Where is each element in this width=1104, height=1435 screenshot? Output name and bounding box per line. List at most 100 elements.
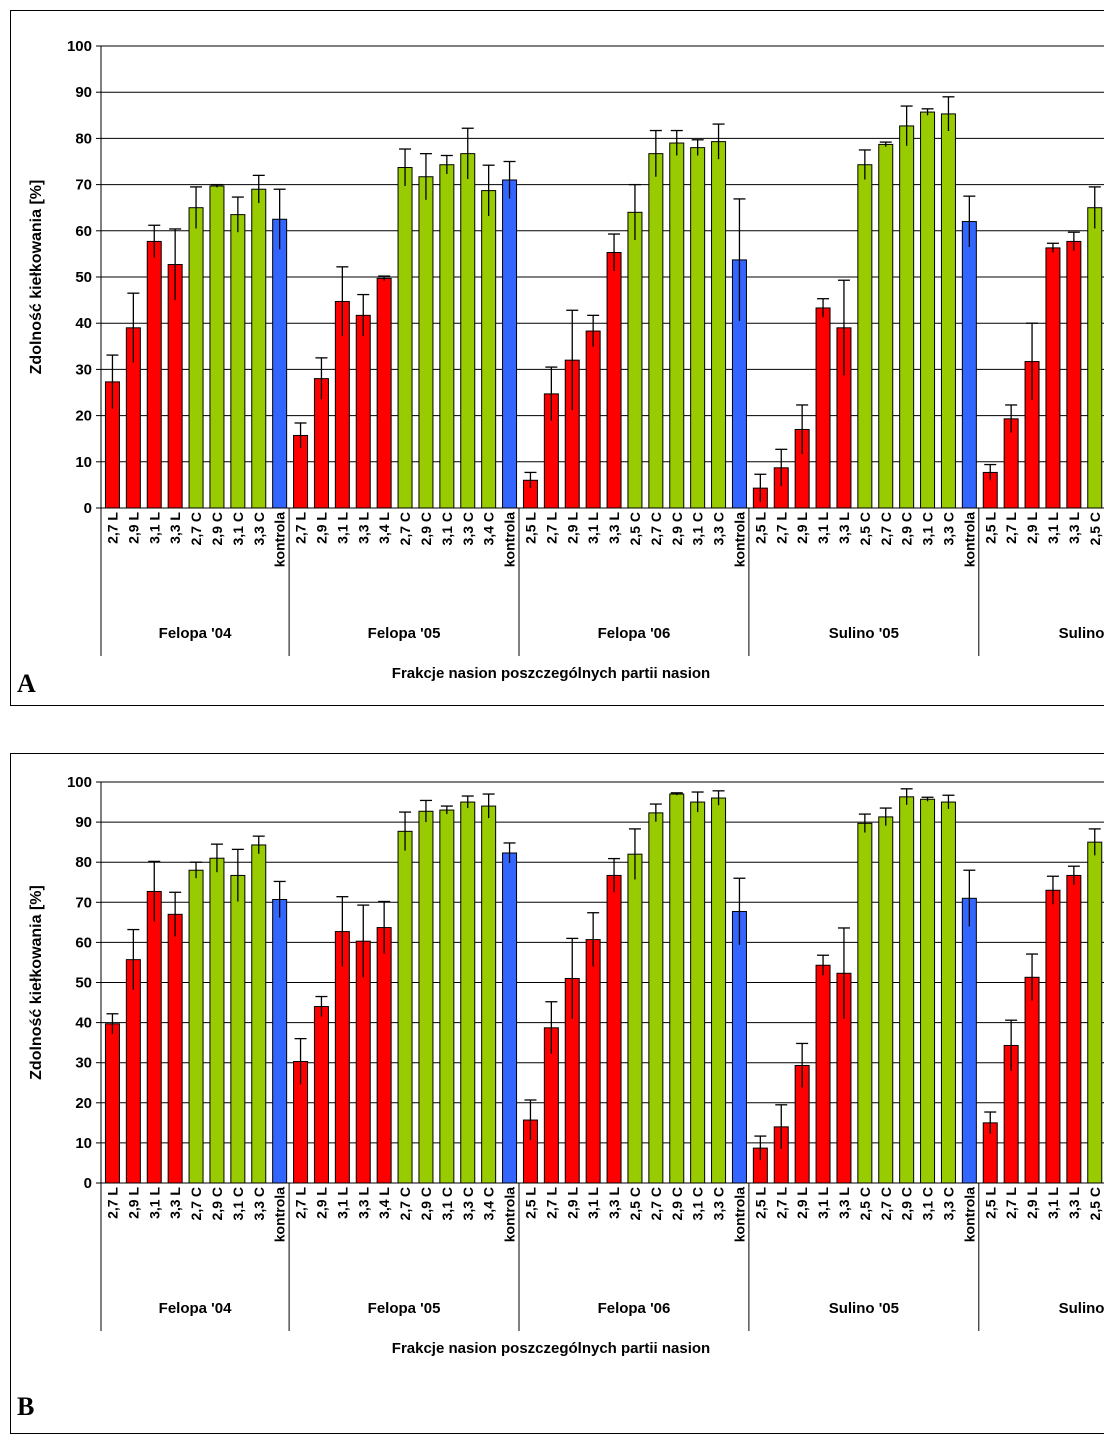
category-label: 2,7 L xyxy=(773,512,789,544)
category-label: 2,7 L xyxy=(104,1187,120,1219)
bar xyxy=(481,805,497,1184)
group-1: 2,7 L 2,9 L 3,1 L 3,3 L 2,7 C 2,9 C 3,1 C 3,3 C… xyxy=(100,835,288,1331)
bar xyxy=(439,809,455,1184)
x-axis-label: Frakcje nasion poszczególnych partii nas… xyxy=(392,1340,710,1357)
bar xyxy=(188,869,204,1184)
category-label: 2,9 L xyxy=(1024,1187,1040,1219)
bar xyxy=(606,252,622,509)
category-label: 2,9 C xyxy=(418,512,434,545)
gridlines xyxy=(101,45,1104,463)
category-label: 3,3 C xyxy=(711,512,727,545)
category-label: 3,3 L xyxy=(836,512,852,544)
category-label: 2,7 C xyxy=(878,512,894,545)
category-label: 2,9 L xyxy=(564,512,580,544)
category-label: 2,7 C xyxy=(188,1187,204,1220)
y-tick-label: 100 xyxy=(67,38,92,55)
category-label: 3,4 C xyxy=(481,1187,497,1220)
bar xyxy=(606,874,622,1184)
category-label: 2,9 C xyxy=(899,512,915,545)
bar xyxy=(167,913,183,1184)
category-label: 3,3 L xyxy=(606,512,622,544)
category-label: 3,1 C xyxy=(920,1187,936,1220)
category-label: 2,9 C xyxy=(669,1187,685,1220)
bar xyxy=(1024,976,1040,1184)
group-2: 2,7 L 2,9 L 3,1 L 3,3 L 3,4 L 2,7 C 2,9 C 3,1 C… xyxy=(288,793,518,1331)
bar xyxy=(585,939,601,1184)
category-label: 3,1 L xyxy=(815,1187,831,1219)
bar xyxy=(1045,889,1061,1184)
category-label: 2,9 L xyxy=(1024,512,1040,544)
chart-a-svg: 0 10 20 30 40 50 60 70 80 90 100 Zdolność kiełkowan… xyxy=(28,38,1104,682)
category-label: kontrola xyxy=(272,512,288,567)
category-label: 2,5 L xyxy=(752,1187,768,1219)
bar xyxy=(1045,247,1061,509)
bar xyxy=(167,264,183,509)
bar xyxy=(251,188,267,509)
category-label: 2,9 C xyxy=(669,512,685,545)
y-tick-label: 80 xyxy=(75,854,92,871)
panel-label-a: A xyxy=(17,669,36,698)
category-label: 2,9 C xyxy=(899,1187,915,1220)
y-tick-label: 90 xyxy=(75,814,92,831)
category-label: 2,9 C xyxy=(418,1187,434,1220)
category-label: 3,3 C xyxy=(460,1187,476,1220)
category-label: 3,1 C xyxy=(690,1187,706,1220)
category-label: 2,9 L xyxy=(125,512,141,544)
bar xyxy=(961,221,977,509)
group-2: 2,7 L 2,9 L 3,1 L 3,3 L 3,4 L 2,7 C 2,9 C 3,1 C… xyxy=(288,127,518,656)
chart-b-svg: 0 10 20 30 40 50 60 70 80 90 100 Zdolność kiełkowan… xyxy=(28,774,1104,1357)
bar xyxy=(815,964,831,1184)
bar xyxy=(146,240,162,509)
bar xyxy=(209,185,225,509)
category-label: 2,7 C xyxy=(648,512,664,545)
category-label: kontrola xyxy=(961,1187,977,1242)
bar xyxy=(272,898,288,1184)
y-tick-label: 100 xyxy=(67,774,92,791)
bar xyxy=(188,207,204,509)
y-tick-label: 20 xyxy=(75,408,92,425)
group-label: Felopa '04 xyxy=(159,1300,232,1317)
category-label: 2,5 L xyxy=(982,1187,998,1219)
bar xyxy=(376,277,392,509)
bar xyxy=(899,796,915,1184)
bar xyxy=(711,141,727,509)
bar xyxy=(585,330,601,509)
category-label: 3,4 L xyxy=(376,512,392,544)
bar xyxy=(230,874,246,1184)
y-tick-label: 80 xyxy=(75,130,92,147)
bar xyxy=(355,314,371,509)
category-label: kontrola xyxy=(731,1187,747,1242)
y-tick-label: 30 xyxy=(75,361,92,378)
category-label: 2,5 C xyxy=(857,512,873,545)
bar xyxy=(460,153,476,509)
category-label: 3,3 L xyxy=(167,512,183,544)
category-label: 2,9 C xyxy=(209,512,225,545)
category-label: 2,7 L xyxy=(773,1187,789,1219)
category-label: 3,1 L xyxy=(334,1187,350,1219)
bar xyxy=(502,852,518,1184)
y-tick-label: 0 xyxy=(84,500,92,517)
bar xyxy=(104,1023,120,1184)
category-label: 3,3 L xyxy=(355,1187,371,1219)
bar xyxy=(376,927,392,1184)
group-label: Sulino '05 xyxy=(829,625,899,642)
category-label: kontrola xyxy=(731,512,747,567)
category-label: kontrola xyxy=(961,512,977,567)
category-label: kontrola xyxy=(502,512,518,567)
y-axis: 0 10 20 30 40 50 60 70 80 90 100 xyxy=(67,38,102,517)
y-axis-label: Zdolność kiełkowania [%] xyxy=(28,180,45,375)
category-label: 2,7 L xyxy=(104,512,120,544)
x-axis-label: Frakcje nasion poszczególnych partii nas… xyxy=(392,665,710,682)
category-label: 2,7 L xyxy=(1003,512,1019,544)
bar xyxy=(940,801,956,1184)
bar xyxy=(711,797,727,1184)
category-label: 2,7 C xyxy=(878,1187,894,1220)
group-4: 2,5 L 2,7 L 2,9 L 3,1 L 3,3 L 2,5 C 2,7 C 2,9 C… xyxy=(748,96,977,656)
chart-panel-b: 0 10 20 30 40 50 60 70 80 90 100 Zdolność kiełkowan… xyxy=(10,753,1104,1434)
bar xyxy=(648,812,664,1184)
category-label: 3,3 C xyxy=(460,512,476,545)
category-label: 3,3 L xyxy=(836,1187,852,1219)
bar xyxy=(815,307,831,509)
category-label: 3,1 L xyxy=(815,512,831,544)
category-label: 3,3 L xyxy=(1066,512,1082,544)
